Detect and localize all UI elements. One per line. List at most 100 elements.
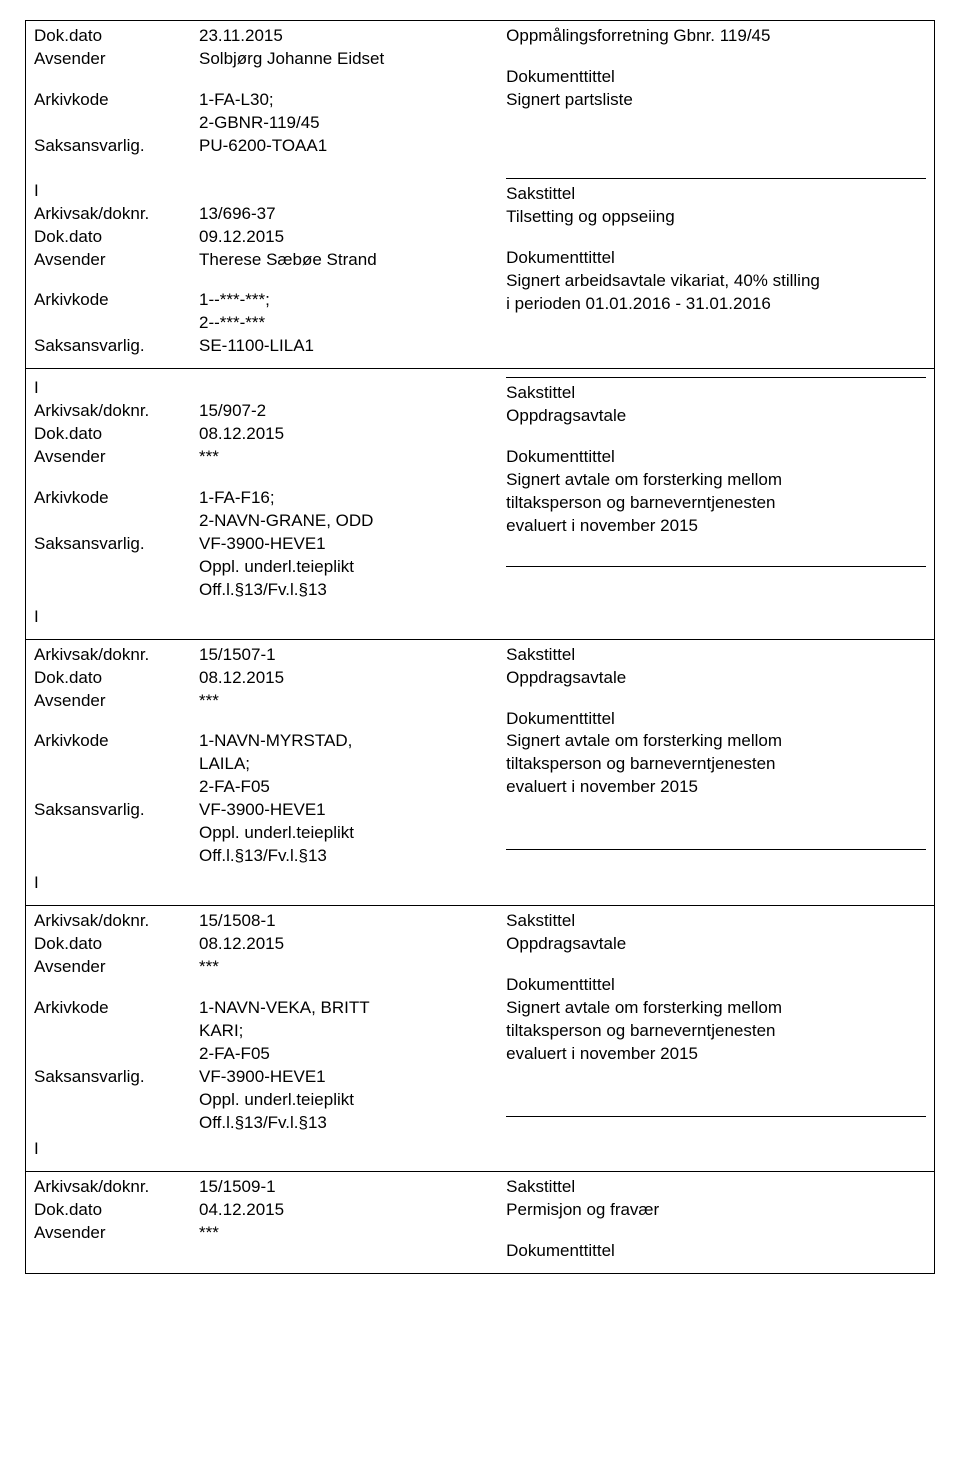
label-arkivsak: Arkivsak/doknr.: [34, 644, 199, 667]
value-extra-1: Oppl. underl.teieplikt: [199, 1089, 490, 1112]
right-sakstittel-body: Oppdragsavtale: [506, 933, 926, 956]
value-arkivkode: 1-FA-F16;: [199, 487, 490, 510]
record-3: Arkivsak/doknr.15/1507-1 Dok.dato08.12.2…: [25, 640, 935, 906]
right-doc-body-1: Signert arbeidsavtale vikariat, 40% stil…: [506, 270, 926, 293]
right-pre-title: Oppmålingsforretning Gbnr. 119/45: [506, 25, 926, 48]
value-dokdato: 08.12.2015: [199, 423, 490, 446]
value-dokdato-b: 09.12.2015: [199, 226, 490, 249]
value-extra-2: Off.l.§13/Fv.l.§13: [199, 1112, 490, 1135]
right-doc-label: Dokumenttittel: [506, 708, 926, 731]
label-dokdato: Dok.dato: [34, 667, 199, 690]
right-sakstittel-body: Tilsetting og oppseiing: [506, 206, 926, 229]
record-5-right: Sakstittel Permisjon og fravær Dokumentt…: [498, 1172, 934, 1273]
label-dokdato: Dok.dato: [34, 25, 199, 48]
label-avsender: Avsender: [34, 1222, 199, 1245]
right-sakstittel-label: Sakstittel: [506, 1176, 926, 1199]
label-avsender: Avsender: [34, 249, 199, 272]
value-arkivkode-2: 2-GBNR-119/45: [199, 112, 490, 135]
i-marker: I: [34, 872, 490, 895]
value-avsender: ***: [199, 1222, 490, 1245]
value-avsender: ***: [199, 956, 490, 979]
value-avsender: ***: [199, 690, 490, 713]
value-arkivsak: 13/696-37: [199, 203, 490, 226]
right-doc-body-2: tiltaksperson og barneverntjenesten: [506, 492, 926, 515]
value-extra-1: Oppl. underl.teieplikt: [199, 822, 490, 845]
right-sakstittel-label: Sakstittel: [506, 183, 926, 206]
right-sakstittel-label: Sakstittel: [506, 382, 926, 405]
divider: [506, 566, 926, 567]
i-marker: I: [34, 606, 490, 629]
label-saksansvarlig: Saksansvarlig.: [34, 799, 199, 822]
record-4-right: Sakstittel Oppdragsavtale Dokumenttittel…: [498, 906, 934, 1171]
record-1-right: Oppmålingsforretning Gbnr. 119/45 Dokume…: [498, 21, 934, 368]
value-arkivkode-2: LAILA;: [199, 753, 490, 776]
record-1-left: Dok.dato23.11.2015 AvsenderSolbjørg Joha…: [26, 21, 498, 368]
value-avsender: ***: [199, 446, 490, 469]
right-doc-body-1: Signert avtale om forsterking mellom: [506, 469, 926, 492]
divider: [506, 1116, 926, 1117]
label-arkivkode: Arkivkode: [34, 289, 199, 312]
value-arkivkode: 1-NAVN-VEKA, BRITT: [199, 997, 490, 1020]
value-saksansvarlig-b: SE-1100-LILA1: [199, 335, 490, 358]
value-saksansvarlig: VF-3900-HEVE1: [199, 799, 490, 822]
right-doc-body: Signert partsliste: [506, 89, 926, 112]
right-doc-body-1: Signert avtale om forsterking mellom: [506, 997, 926, 1020]
record-5-left: Arkivsak/doknr.15/1509-1 Dok.dato04.12.2…: [26, 1172, 498, 1273]
record-4: Arkivsak/doknr.15/1508-1 Dok.dato08.12.2…: [25, 906, 935, 1172]
right-doc-body-3: evaluert i november 2015: [506, 1043, 926, 1066]
value-arkivsak: 15/1509-1: [199, 1176, 490, 1199]
divider: [506, 849, 926, 850]
record-2-right: Sakstittel Oppdragsavtale Dokumenttittel…: [498, 369, 934, 638]
right-sakstittel-body: Oppdragsavtale: [506, 667, 926, 690]
label-arkivkode: Arkivkode: [34, 730, 199, 753]
label-avsender: Avsender: [34, 690, 199, 713]
record-2-left: I Arkivsak/doknr.15/907-2 Dok.dato08.12.…: [26, 369, 498, 638]
record-5: Arkivsak/doknr.15/1509-1 Dok.dato04.12.2…: [25, 1172, 935, 1274]
value-arkivsak: 15/907-2: [199, 400, 490, 423]
right-doc-body-3: evaluert i november 2015: [506, 776, 926, 799]
record-1: Dok.dato23.11.2015 AvsenderSolbjørg Joha…: [25, 20, 935, 369]
label-dokdato: Dok.dato: [34, 1199, 199, 1222]
label-dokdato: Dok.dato: [34, 226, 199, 249]
value-extra-2: Off.l.§13/Fv.l.§13: [199, 845, 490, 868]
label-arkivsak: Arkivsak/doknr.: [34, 910, 199, 933]
divider: [506, 377, 926, 378]
right-doc-body-2: i perioden 01.01.2016 - 31.01.2016: [506, 293, 926, 316]
right-doc-label: Dokumenttittel: [506, 1240, 926, 1263]
label-arkivsak: Arkivsak/doknr.: [34, 400, 199, 423]
i-marker: I: [34, 1138, 490, 1161]
i-marker: I: [34, 377, 490, 400]
value-avsender: Solbjørg Johanne Eidset: [199, 48, 490, 71]
value-arkivkode-3: 2-FA-F05: [199, 1043, 490, 1066]
right-doc-label: Dokumenttittel: [506, 446, 926, 469]
value-dokdato: 23.11.2015: [199, 25, 490, 48]
value-arkivkode-2: 2-NAVN-GRANE, ODD: [199, 510, 490, 533]
right-doc-body-2: tiltaksperson og barneverntjenesten: [506, 1020, 926, 1043]
label-arkivkode: Arkivkode: [34, 89, 199, 112]
value-saksansvarlig: VF-3900-HEVE1: [199, 533, 490, 556]
value-arkivkode-2: KARI;: [199, 1020, 490, 1043]
label-avsender: Avsender: [34, 48, 199, 71]
value-arkivsak: 15/1508-1: [199, 910, 490, 933]
right-sakstittel-label: Sakstittel: [506, 644, 926, 667]
right-sakstittel-body: Permisjon og fravær: [506, 1199, 926, 1222]
label-avsender: Avsender: [34, 956, 199, 979]
label-dokdato: Dok.dato: [34, 933, 199, 956]
i-marker: I: [34, 180, 490, 203]
label-arkivsak: Arkivsak/doknr.: [34, 203, 199, 226]
right-sakstittel-body: Oppdragsavtale: [506, 405, 926, 428]
label-arkivkode: Arkivkode: [34, 487, 199, 510]
value-arkivkode: 1-NAVN-MYRSTAD,: [199, 730, 490, 753]
value-saksansvarlig: VF-3900-HEVE1: [199, 1066, 490, 1089]
right-doc-label: Dokumenttittel: [506, 66, 926, 89]
value-dokdato: 08.12.2015: [199, 933, 490, 956]
label-saksansvarlig: Saksansvarlig.: [34, 335, 199, 358]
value-arkivkode-3: 2-FA-F05: [199, 776, 490, 799]
record-3-left: Arkivsak/doknr.15/1507-1 Dok.dato08.12.2…: [26, 640, 498, 905]
value-extra-2: Off.l.§13/Fv.l.§13: [199, 579, 490, 602]
label-arkivkode: Arkivkode: [34, 997, 199, 1020]
value-arkivkode-b: 1--***-***;: [199, 289, 490, 312]
value-saksansvarlig: PU-6200-TOAA1: [199, 135, 490, 158]
record-2: I Arkivsak/doknr.15/907-2 Dok.dato08.12.…: [25, 369, 935, 639]
record-4-left: Arkivsak/doknr.15/1508-1 Dok.dato08.12.2…: [26, 906, 498, 1171]
